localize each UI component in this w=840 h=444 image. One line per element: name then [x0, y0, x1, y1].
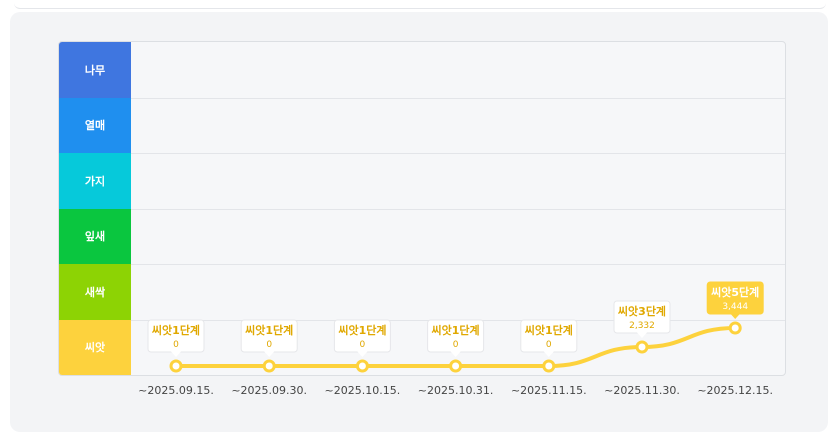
- point-label-pointer: [730, 313, 741, 319]
- level-band-tree: 나무: [59, 42, 131, 98]
- level-band-seed: 씨앗: [59, 319, 131, 375]
- gridline: [131, 264, 785, 265]
- point-value-label: 2,332: [629, 321, 655, 331]
- point-label: 씨앗5단계 3,444: [706, 281, 764, 319]
- gridline: [131, 153, 785, 154]
- point-value-label: 0: [453, 340, 459, 350]
- point-label: 씨앗3단계 2,332: [613, 300, 671, 338]
- level-band-sprout: 새싹: [59, 264, 131, 320]
- gridline: [131, 97, 785, 99]
- point-value-label: 0: [360, 340, 366, 350]
- level-bands: 씨앗 새싹 잎새 가지 열매 나무: [59, 42, 131, 375]
- point-label-pointer: [543, 351, 554, 357]
- x-tick-label: ~2025.12.15.: [697, 384, 774, 397]
- data-point[interactable]: [262, 359, 276, 373]
- point-label-pointer: [450, 351, 461, 357]
- level-band-leaf: 잎새: [59, 208, 131, 264]
- x-tick-label: ~2025.09.15.: [138, 384, 214, 397]
- x-tick-label: ~2025.10.31.: [417, 384, 494, 397]
- point-label: 씨앗1단계 0: [520, 319, 578, 357]
- point-stage-label: 씨앗1단계: [245, 323, 293, 337]
- data-point[interactable]: [635, 340, 649, 354]
- data-point[interactable]: [169, 359, 183, 373]
- point-label-pointer: [357, 351, 368, 357]
- data-point[interactable]: [728, 321, 742, 335]
- data-point[interactable]: [449, 359, 463, 373]
- point-label-pointer: [637, 332, 647, 338]
- x-tick-label: ~2025.11.15.: [510, 384, 587, 397]
- point-label-pointer: [171, 351, 181, 357]
- point-label: 씨앗1단계 0: [147, 319, 205, 357]
- point-stage-label: 씨앗1단계: [338, 323, 386, 337]
- point-stage-label: 씨앗5단계: [711, 285, 759, 299]
- data-point[interactable]: [542, 359, 556, 373]
- point-value-label: 0: [546, 340, 552, 350]
- point-value-label: 0: [173, 340, 179, 350]
- x-tick-label: ~2025.09.30.: [231, 384, 308, 397]
- point-stage-label: 씨앗1단계: [152, 323, 200, 337]
- point-label: 씨앗1단계 0: [333, 319, 391, 357]
- level-band-fruit: 열매: [59, 97, 131, 153]
- top-card-edge: [14, 0, 826, 9]
- point-label: 씨앗1단계 0: [427, 319, 485, 357]
- x-tick-label: ~2025.11.30.: [604, 384, 680, 397]
- point-value-label: 3,444: [722, 302, 748, 312]
- point-label-pointer: [264, 351, 275, 357]
- point-label: 씨앗1단계 0: [240, 319, 298, 357]
- x-tick-label: ~2025.10.15.: [324, 384, 401, 397]
- level-band-branch: 가지: [59, 153, 131, 209]
- point-stage-label: 씨앗3단계: [618, 304, 666, 318]
- point-stage-label: 씨앗1단계: [525, 323, 573, 337]
- gridline: [131, 208, 785, 210]
- point-value-label: 0: [266, 340, 272, 350]
- point-stage-label: 씨앗1단계: [432, 323, 480, 337]
- data-point[interactable]: [355, 359, 369, 373]
